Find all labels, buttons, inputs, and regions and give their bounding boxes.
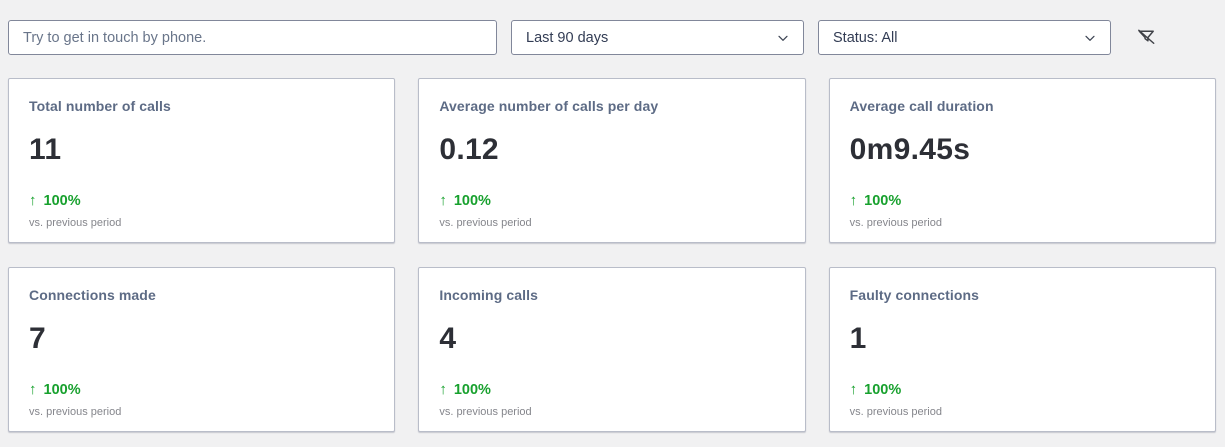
card-value: 4 [439,322,457,355]
card-comparison-note: vs. previous period [439,406,532,418]
stats-grid: Total number of calls 11 ↑ 100% vs. prev… [8,78,1216,432]
trend-up-arrow-icon: ↑ [849,381,858,398]
filter-toolbar: Last 90 days Status: All [0,0,1225,55]
card-connections-made: Connections made 7 ↑ 100% vs. previous p… [8,267,396,432]
chevron-down-icon [775,30,791,46]
card-average-calls-per-day: Average number of calls per day 0.12 ↑ 1… [418,78,806,243]
card-value: 0m9.45s [849,133,971,166]
card-total-number-of-calls: Total number of calls 11 ↑ 100% vs. prev… [8,78,396,243]
trend-up-arrow-icon: ↑ [439,192,447,209]
card-trend: ↑ 100% [439,381,784,398]
card-trend: ↑ 100% [29,381,374,398]
card-value: 0.12 [439,133,499,166]
card-title: Average call duration [849,98,994,114]
card-faulty-connections: Faulty connections 1 ↑ 100% vs. previous… [828,267,1216,432]
card-value: 1 [849,322,867,355]
trend-up-arrow-icon: ↑ [29,381,37,398]
card-value: 11 [29,133,62,166]
date-range-select[interactable]: Last 90 days [511,20,804,55]
trend-up-arrow-icon: ↑ [849,192,858,209]
card-trend: ↑ 100% [850,192,1195,209]
card-comparison-note: vs. previous period [29,406,122,418]
card-trend: ↑ 100% [439,192,784,209]
trend-percent: 100% [453,381,491,398]
trend-percent: 100% [864,192,902,209]
date-range-value: Last 90 days [526,29,609,46]
status-select[interactable]: Status: All [818,20,1111,55]
card-title: Average number of calls per day [439,98,659,114]
card-comparison-note: vs. previous period [849,217,942,229]
status-value: Status: All [833,29,898,46]
card-title: Incoming calls [439,287,538,303]
card-title: Total number of calls [29,98,171,114]
filter-off-icon [1135,26,1158,49]
card-title: Faulty connections [849,287,980,303]
search-input[interactable] [8,20,497,55]
trend-percent: 100% [43,381,81,398]
card-comparison-note: vs. previous period [29,217,122,229]
card-comparison-note: vs. previous period [849,406,942,418]
card-comparison-note: vs. previous period [439,217,532,229]
clear-filters-button[interactable] [1130,22,1162,54]
trend-up-arrow-icon: ↑ [439,381,447,398]
card-trend: ↑ 100% [850,381,1195,398]
card-title: Connections made [29,287,156,303]
trend-percent: 100% [864,381,902,398]
card-incoming-calls: Incoming calls 4 ↑ 100% vs. previous per… [418,267,806,432]
trend-percent: 100% [453,192,491,209]
card-trend: ↑ 100% [29,192,374,209]
trend-percent: 100% [43,192,81,209]
card-value: 7 [29,322,46,355]
trend-up-arrow-icon: ↑ [29,192,37,209]
chevron-down-icon [1082,30,1098,46]
card-average-call-duration: Average call duration 0m9.45s ↑ 100% vs.… [828,78,1216,243]
